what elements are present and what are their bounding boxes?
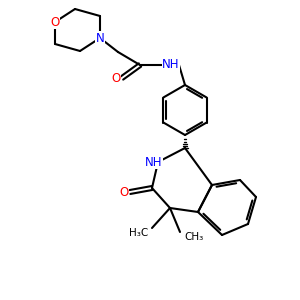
Text: O: O bbox=[119, 185, 129, 199]
Text: N: N bbox=[96, 32, 104, 44]
Text: CH₃: CH₃ bbox=[184, 232, 203, 242]
Text: O: O bbox=[111, 71, 121, 85]
Text: NH: NH bbox=[145, 155, 163, 169]
Text: NH: NH bbox=[162, 58, 180, 71]
Text: H₃C: H₃C bbox=[129, 228, 148, 238]
Text: O: O bbox=[50, 16, 60, 28]
